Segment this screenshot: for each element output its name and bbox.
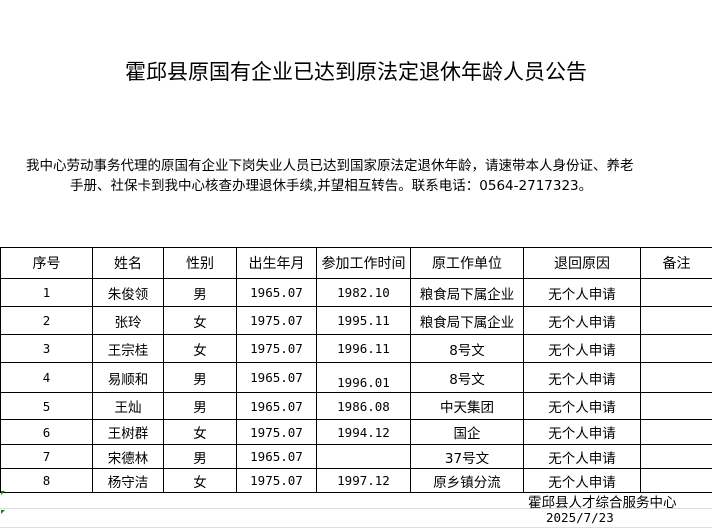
cell-birth: 1975.07 [237,469,317,493]
header-unit: 原工作单位 [411,248,524,279]
cell-unit: 国企 [411,420,524,445]
cell-name: 宋德林 [93,445,164,469]
cell-unit: 8号文 [411,363,524,393]
cell-remark [641,393,712,420]
header-reason: 退回原因 [524,248,641,279]
cell-remark [641,335,712,363]
cell-gender: 男 [164,445,237,469]
cell-work-start: 1994.12 [317,420,411,445]
cell-reason: 无个人申请 [524,393,641,420]
cell-remark [641,445,712,469]
cell-comment-marker-icon [1,491,5,495]
cell-name: 杨守洁 [93,469,164,493]
header-work-start: 参加工作时间 [317,248,411,279]
cell-name: 王灿 [93,393,164,420]
cell-reason: 无个人申请 [524,279,641,307]
cell-remark [641,420,712,445]
cell-unit: 8号文 [411,335,524,363]
cell-remark [641,279,712,307]
cell-seq: 6 [1,420,93,445]
cell-reason: 无个人申请 [524,420,641,445]
cell-work-start: 1986.08 [317,393,411,420]
cell-work-start [317,445,411,469]
cell-work-start: 1997.12 [317,469,411,493]
cell-name: 易顺和 [93,363,164,393]
cell-work-start: 1996.01 [317,363,411,393]
cell-unit: 粮食局下属企业 [411,279,524,307]
cell-gender: 女 [164,307,237,335]
cell-work-start: 1996.11 [317,335,411,363]
page-title: 霍邱县原国有企业已达到原法定退休年龄人员公告 [0,56,712,86]
cell-unit: 粮食局下属企业 [411,307,524,335]
cell-gender: 男 [164,363,237,393]
cell-gender: 男 [164,393,237,420]
cell-seq: 7 [1,445,93,469]
cell-name: 王宗桂 [93,335,164,363]
cell-remark [641,307,712,335]
header-row: 序号姓名性别出生年月参加工作时间原工作单位退回原因备注 [1,248,712,279]
header-seq: 序号 [1,248,93,279]
footer-date: 2025/7/23 [546,510,614,525]
cell-gender: 男 [164,279,237,307]
cell-seq: 4 [1,363,93,393]
cell-birth: 1975.07 [237,420,317,445]
cell-reason: 无个人申请 [524,363,641,393]
cell-unit: 中天集团 [411,393,524,420]
cell-seq: 2 [1,307,93,335]
cell-name: 朱俊领 [93,279,164,307]
cell-birth: 1965.07 [237,393,317,420]
cell-birth: 1975.07 [237,335,317,363]
notice-line-2: 手册、社保卡到我中心核查办理退休手续,并望相互转告。联系电话：0564-2717… [26,176,706,196]
cell-birth: 1975.07 [237,307,317,335]
cell-name: 王树群 [93,420,164,445]
cell-reason: 无个人申请 [524,335,641,363]
cell-reason: 无个人申请 [524,307,641,335]
cell-name: 张玲 [93,307,164,335]
header-gender: 性别 [164,248,237,279]
cell-work-start: 1982.10 [317,279,411,307]
cell-gender: 女 [164,469,237,493]
cell-gender: 女 [164,335,237,363]
cell-seq: 5 [1,393,93,420]
notice-line-1: 我中心劳动事务代理的原国有企业下岗失业人员已达到国家原法定退休年龄，请速带本人身… [26,156,706,176]
cell-remark [641,469,712,493]
cell-reason: 无个人申请 [524,469,641,493]
cell-work-start: 1995.11 [317,307,411,335]
notice-text: 我中心劳动事务代理的原国有企业下岗失业人员已达到国家原法定退休年龄，请速带本人身… [26,156,706,196]
footer-date-row: 2025/7/23 [0,509,712,528]
cell-birth: 1965.07 [237,279,317,307]
footer-org: 霍邱县人才综合服务中心 [528,491,677,511]
cell-unit: 37号文 [411,445,524,469]
cell-seq: 8 [1,469,93,493]
cell-reason: 无个人申请 [524,445,641,469]
header-birth: 出生年月 [237,248,317,279]
footer-org-row: 霍邱县人才综合服务中心 [0,490,712,509]
cell-remark [641,363,712,393]
cell-seq: 1 [1,279,93,307]
header-name: 姓名 [93,248,164,279]
cell-gender: 女 [164,420,237,445]
cell-comment-marker-icon [1,510,5,514]
header-remark: 备注 [641,248,712,279]
cell-birth: 1965.07 [237,363,317,393]
cell-seq: 3 [1,335,93,363]
cell-unit: 原乡镇分流 [411,469,524,493]
cell-birth: 1965.07 [237,445,317,469]
